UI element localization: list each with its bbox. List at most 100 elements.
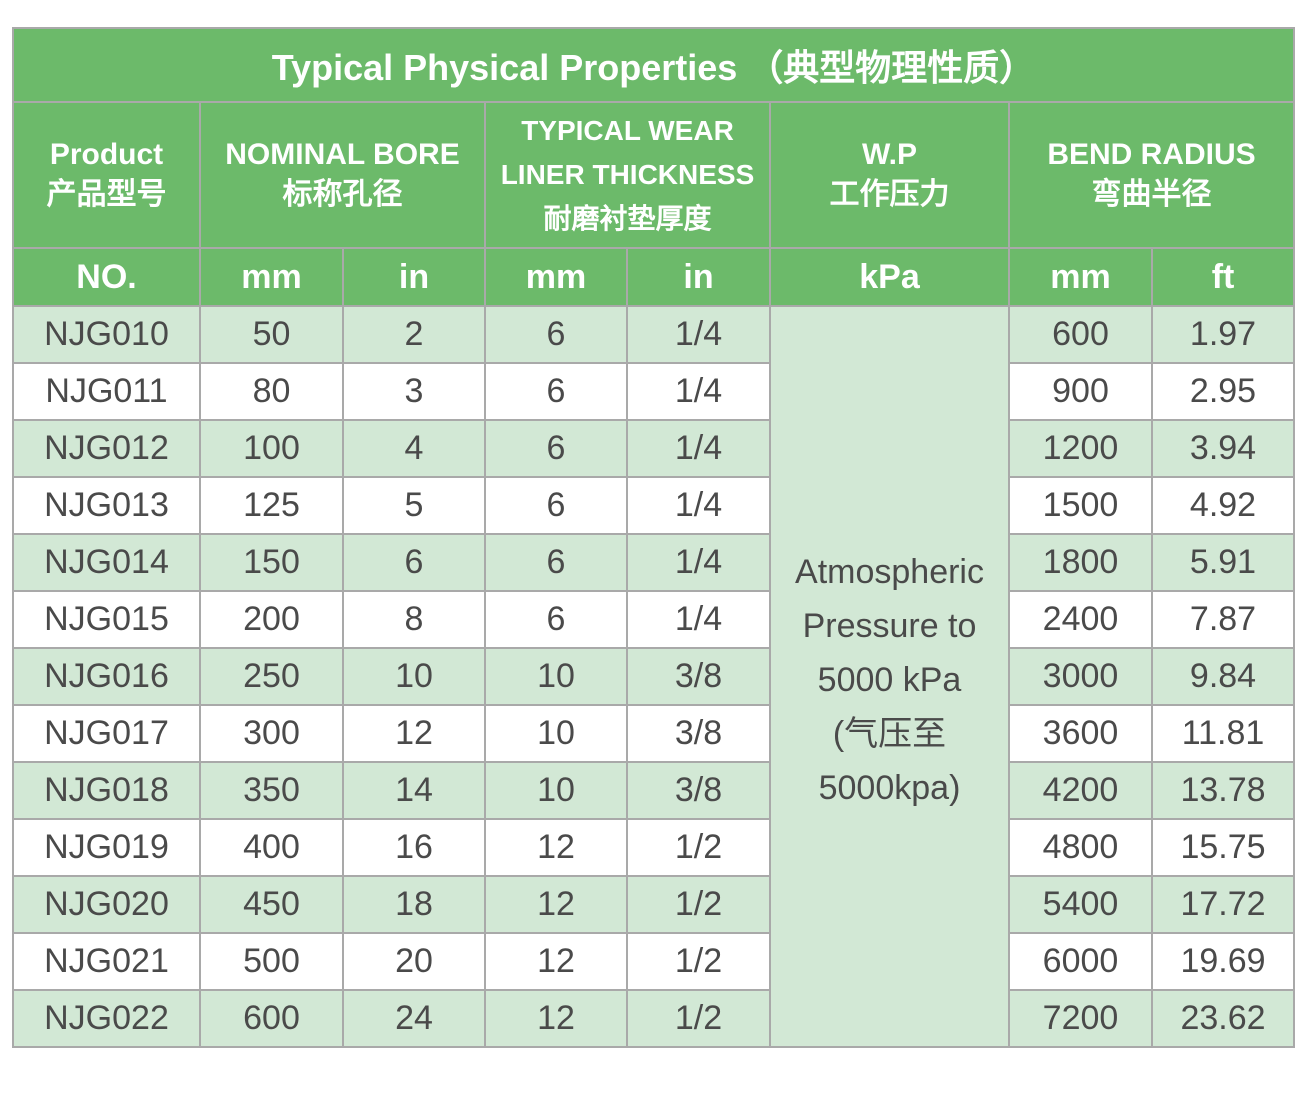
header-nominal-bore: NOMINAL BORE 标称孔径 — [199, 101, 486, 249]
cell-bore-mm: 80 — [199, 362, 344, 421]
header-bore-en: NOMINAL BORE — [225, 138, 460, 171]
cell-bore-mm: 100 — [199, 419, 344, 478]
cell-bend-ft: 13.78 — [1150, 761, 1296, 820]
header-bend-en: BEND RADIUS — [1047, 138, 1256, 171]
table-row: NJG015 200 8 6 1/4 2400 7.87 — [12, 590, 1296, 649]
cell-bend-mm: 1800 — [1008, 533, 1153, 592]
cell-bore-in: 6 — [342, 533, 486, 592]
cell-bore-in: 16 — [342, 818, 486, 877]
cell-bore-in: 10 — [342, 647, 486, 706]
cell-bend-ft: 4.92 — [1150, 476, 1296, 535]
cell-product-no: NJG019 — [12, 818, 201, 877]
cell-liner-in: 1/2 — [626, 818, 771, 877]
cell-bore-in: 24 — [342, 989, 486, 1048]
cell-liner-in: 1/4 — [626, 305, 771, 364]
cell-liner-in: 3/8 — [626, 647, 771, 706]
table-row: NJG022 600 24 12 1/2 7200 23.62 — [12, 989, 1296, 1048]
cell-bend-ft: 1.97 — [1150, 305, 1296, 364]
table-row: NJG017 300 12 10 3/8 3600 11.81 — [12, 704, 1296, 763]
table-row: NJG016 250 10 10 3/8 3000 9.84 — [12, 647, 1296, 706]
cell-bend-mm: 3600 — [1008, 704, 1153, 763]
wp-line: 5000kpa) — [818, 768, 961, 807]
cell-bend-ft: 19.69 — [1150, 932, 1296, 991]
cell-product-no: NJG018 — [12, 761, 201, 820]
cell-bend-ft: 17.72 — [1150, 875, 1296, 934]
cell-liner-mm: 12 — [484, 989, 628, 1048]
cell-liner-mm: 6 — [484, 362, 628, 421]
cell-product-no: NJG017 — [12, 704, 201, 763]
cell-bend-mm: 900 — [1008, 362, 1153, 421]
cell-product-no: NJG014 — [12, 533, 201, 592]
header-bend-zh: 弯曲半径 — [1091, 178, 1212, 211]
cell-bend-ft: 7.87 — [1150, 590, 1296, 649]
cell-bend-mm: 1200 — [1008, 419, 1153, 478]
unit-bore-mm: mm — [199, 247, 344, 307]
header-liner-thickness: TYPICAL WEAR LINER THICKNESS 耐磨衬垫厚度 — [484, 101, 771, 249]
cell-product-no: NJG011 — [12, 362, 201, 421]
header-wp: W.P 工作压力 — [769, 101, 1010, 249]
cell-bore-in: 12 — [342, 704, 486, 763]
properties-table: Typical Physical Properties （典型物理性质） Pro… — [11, 27, 1296, 1048]
unit-no: NO. — [12, 247, 201, 307]
cell-liner-in: 1/2 — [626, 989, 771, 1048]
wp-line: 5000 kPa — [817, 660, 962, 699]
header-liner-zh: 耐磨衬垫厚度 — [543, 203, 712, 234]
cell-liner-mm: 12 — [484, 932, 628, 991]
header-product: Product 产品型号 — [12, 101, 201, 249]
cell-product-no: NJG016 — [12, 647, 201, 706]
cell-product-no: NJG020 — [12, 875, 201, 934]
cell-bore-mm: 500 — [199, 932, 344, 991]
cell-liner-in: 1/2 — [626, 875, 771, 934]
header-product-en: Product — [49, 138, 164, 171]
cell-product-no: NJG021 — [12, 932, 201, 991]
header-bend-radius: BEND RADIUS 弯曲半径 — [1007, 101, 1296, 249]
cell-bore-in: 5 — [342, 476, 486, 535]
unit-liner-mm: mm — [484, 247, 628, 307]
cell-liner-mm: 10 — [484, 704, 628, 763]
cell-bend-mm: 600 — [1008, 305, 1153, 364]
table-row: NJG018 350 14 10 3/8 4200 13.78 — [12, 761, 1296, 820]
wp-line: Atmospheric — [795, 552, 984, 591]
cell-liner-in: 1/4 — [626, 533, 771, 592]
cell-product-no: NJG012 — [12, 419, 201, 478]
cell-bend-ft: 2.95 — [1150, 362, 1296, 421]
table-row: NJG014 150 6 6 1/4 1800 5.91 — [12, 533, 1296, 592]
cell-liner-in: 1/4 — [626, 419, 771, 478]
cell-bore-mm: 125 — [199, 476, 344, 535]
cell-bore-in: 18 — [342, 875, 486, 934]
cell-bend-mm: 4800 — [1008, 818, 1153, 877]
cell-bend-ft: 15.75 — [1150, 818, 1296, 877]
cell-bend-mm: 4200 — [1008, 761, 1153, 820]
cell-bore-mm: 150 — [199, 533, 344, 592]
cell-liner-in: 3/8 — [626, 761, 771, 820]
table-row: NJG013 125 5 6 1/4 1500 4.92 — [12, 476, 1296, 535]
cell-product-no: NJG013 — [12, 476, 201, 535]
cell-bore-in: 2 — [342, 305, 486, 364]
table-row: NJG021 500 20 12 1/2 6000 19.69 — [12, 932, 1296, 991]
cell-bend-mm: 6000 — [1008, 932, 1153, 991]
unit-row: NO. mm in mm in kPa mm ft — [12, 247, 1296, 307]
header-product-zh: 产品型号 — [46, 178, 167, 211]
header-bore-zh: 标称孔径 — [282, 178, 403, 211]
unit-bore-in: in — [342, 247, 486, 307]
unit-bend-mm: mm — [1008, 247, 1153, 307]
cell-product-no: NJG010 — [12, 305, 201, 364]
cell-bore-mm: 250 — [199, 647, 344, 706]
cell-working-pressure: Atmospheric Pressure to 5000 kPa (气压至 5000kp… — [769, 305, 1010, 1048]
cell-bore-in: 20 — [342, 932, 486, 991]
header-row: Product 产品型号 NOMINAL BORE 标称孔径 TYPICAL W… — [12, 101, 1296, 249]
table-row: NJG019 400 16 12 1/2 4800 15.75 — [12, 818, 1296, 877]
table-row: NJG020 450 18 12 1/2 5400 17.72 — [12, 875, 1296, 934]
wp-line: (气压至 — [832, 714, 947, 753]
cell-bore-in: 3 — [342, 362, 486, 421]
cell-bore-mm: 300 — [199, 704, 344, 763]
cell-liner-mm: 10 — [484, 761, 628, 820]
cell-bend-mm: 5400 — [1008, 875, 1153, 934]
cell-bend-ft: 3.94 — [1150, 419, 1296, 478]
header-wp-en: W.P — [861, 138, 917, 171]
cell-bore-in: 14 — [342, 761, 486, 820]
cell-liner-mm: 6 — [484, 419, 628, 478]
cell-liner-mm: 12 — [484, 818, 628, 877]
header-liner-en2: LINER THICKNESS — [500, 159, 755, 190]
cell-bend-ft: 5.91 — [1150, 533, 1296, 592]
